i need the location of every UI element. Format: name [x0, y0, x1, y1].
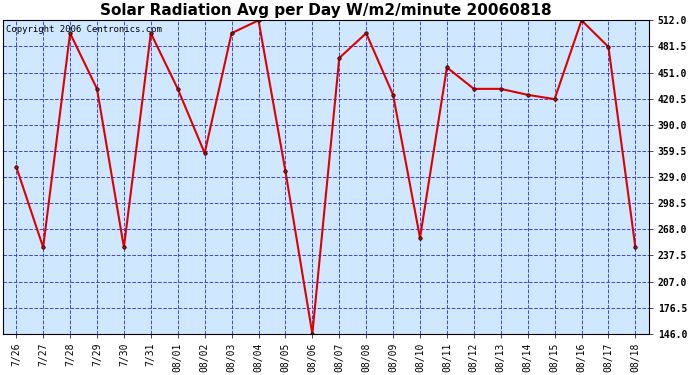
Title: Solar Radiation Avg per Day W/m2/minute 20060818: Solar Radiation Avg per Day W/m2/minute …	[100, 3, 551, 18]
Text: Copyright 2006 Centronics.com: Copyright 2006 Centronics.com	[6, 25, 162, 34]
